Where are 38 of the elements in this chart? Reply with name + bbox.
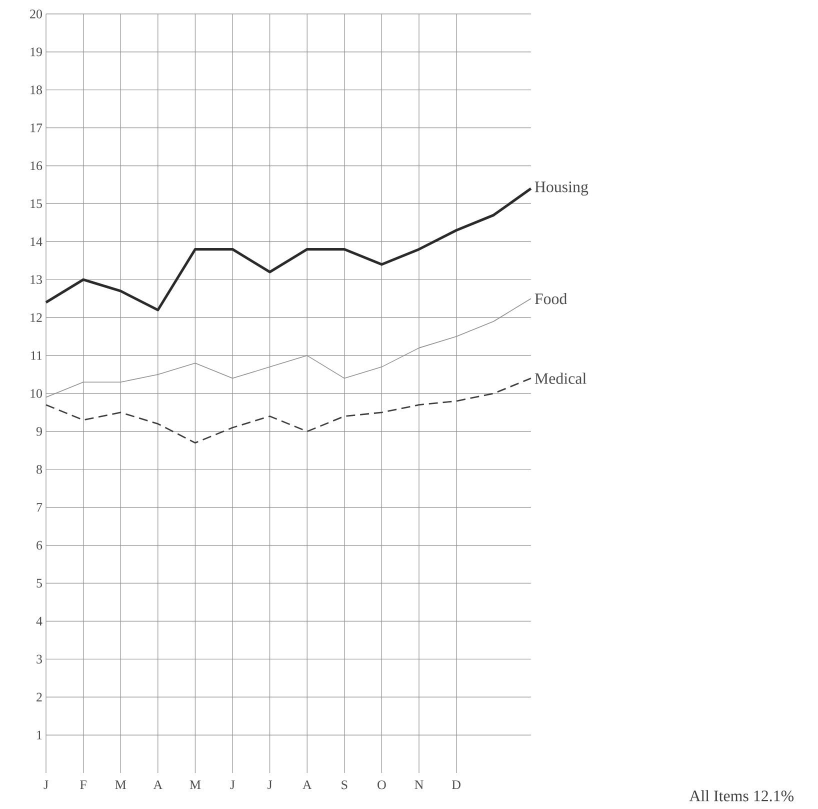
- y-tick-label: 5: [36, 578, 42, 588]
- series-label: Medical: [534, 372, 586, 384]
- x-tick-label: F: [80, 780, 86, 789]
- y-tick-label: 20: [30, 10, 42, 18]
- x-tick-label: M: [190, 780, 201, 789]
- x-tick-label: A: [302, 780, 312, 790]
- y-tick-label: 17: [30, 124, 42, 132]
- line-series: [44, 187, 532, 312]
- y-tick-label: 1: [37, 730, 42, 740]
- y-tick-label: 7: [36, 503, 42, 512]
- y-tick-label: 13: [30, 275, 42, 284]
- line-series: [45, 378, 532, 444]
- x-tick-label: J: [44, 780, 48, 790]
- y-tick-label: 16: [30, 161, 42, 170]
- y-tick-label: 15: [30, 199, 42, 208]
- series-label: Housing: [534, 182, 588, 196]
- y-tick-label: 10: [30, 389, 42, 398]
- x-tick-label: J: [230, 780, 235, 790]
- y-tick-label: 18: [30, 86, 42, 94]
- y-tick-label: 2: [36, 692, 42, 702]
- series-label: Food: [534, 292, 568, 304]
- x-tick-label: J: [268, 780, 272, 790]
- y-tick-label: 14: [30, 237, 42, 246]
- x-tick-label: M: [115, 780, 126, 789]
- y-tick-label: 19: [30, 48, 42, 56]
- x-tick-label: D: [452, 780, 460, 789]
- x-tick-label: A: [153, 780, 162, 790]
- y-tick-label: 3: [36, 654, 42, 664]
- text: All Items 12.1%: [689, 790, 794, 802]
- y-tick-label: 4: [36, 616, 42, 626]
- x-tick-label: S: [342, 780, 348, 790]
- y-tick-label: 8: [36, 465, 42, 474]
- x-tick-label: N: [414, 780, 424, 789]
- y-tick-label: 12: [30, 313, 42, 322]
- y-tick-label: 6: [36, 540, 42, 550]
- y-tick-label: 9: [36, 427, 42, 436]
- x-tick-label: O: [378, 780, 386, 790]
- y-tick-label: 11: [31, 351, 42, 360]
